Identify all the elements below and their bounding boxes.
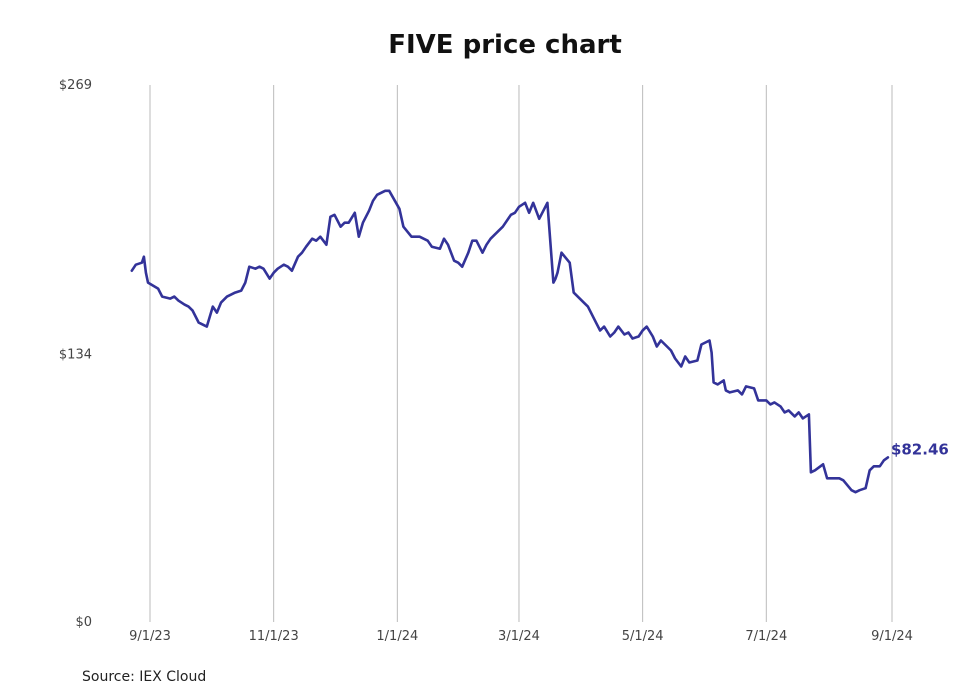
x-tick-label: 5/1/24 (622, 629, 664, 644)
y-tick-label: $134 (59, 347, 92, 362)
x-tick-label: 3/1/24 (498, 629, 540, 644)
y-tick-label: $269 (59, 78, 92, 93)
x-axis-ticks: 9/1/23 11/1/23 1/1/24 3/1/24 5/1/24 7/1/24 9/1… (129, 629, 913, 644)
x-tick-label: 11/1/23 (249, 629, 299, 644)
x-tick-label: 1/1/24 (376, 629, 418, 644)
source-note: Source: IEX Cloud (82, 669, 207, 685)
series-layer: $82.46 (130, 189, 949, 494)
last-price-label: $82.46 (891, 440, 949, 458)
y-axis-ticks: $0 $134 $269 (59, 78, 92, 630)
x-tick-label: 9/1/24 (871, 629, 913, 644)
x-tick-label: 7/1/24 (745, 629, 787, 644)
y-tick-label: $0 (75, 615, 92, 630)
x-tick-label: 9/1/23 (129, 629, 171, 644)
gridlines (149, 85, 893, 622)
chart-title: FIVE price chart (388, 30, 622, 60)
price-line (130, 189, 890, 494)
